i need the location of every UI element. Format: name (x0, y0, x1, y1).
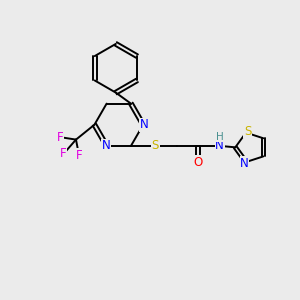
Text: S: S (152, 139, 159, 152)
Text: O: O (194, 156, 203, 169)
Text: F: F (60, 147, 67, 161)
Text: F: F (57, 131, 64, 144)
Text: H: H (216, 132, 224, 142)
Text: F: F (76, 148, 82, 162)
Text: N: N (102, 139, 110, 152)
Text: N: N (240, 157, 249, 170)
Text: N: N (215, 139, 224, 152)
Text: S: S (244, 124, 251, 138)
Text: N: N (140, 118, 148, 131)
